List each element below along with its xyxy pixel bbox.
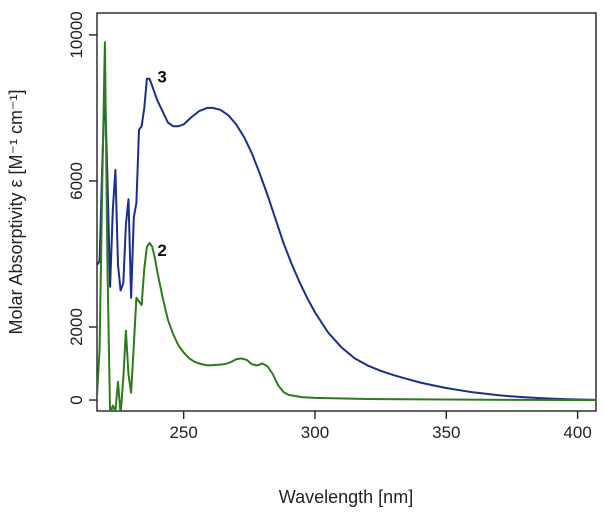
y-tick-label: 10000 (67, 11, 86, 58)
x-tick-label: 300 (301, 423, 329, 442)
x-tick-label: 250 (169, 423, 197, 442)
y-tick-label: 2000 (67, 308, 86, 346)
plot-frame (96, 12, 597, 412)
y-axis: 0 2000 6000 10000 (67, 11, 97, 405)
y-axis-title: Molar Absorptivity ε [M⁻¹ cm⁻¹] (6, 89, 26, 334)
y-tick-label: 6000 (67, 162, 86, 200)
x-axis: 250 300 350 400 (169, 411, 592, 442)
series-label-3: 3 (157, 67, 166, 86)
series-line-3 (97, 77, 596, 401)
plot-area (97, 41, 596, 411)
x-axis-title: Wavelength [nm] (279, 487, 413, 507)
series-line-2 (97, 41, 596, 411)
y-tick-label: 0 (67, 395, 86, 404)
x-tick-label: 400 (563, 423, 591, 442)
x-tick-label: 350 (432, 423, 460, 442)
series-label-2: 2 (157, 241, 166, 260)
